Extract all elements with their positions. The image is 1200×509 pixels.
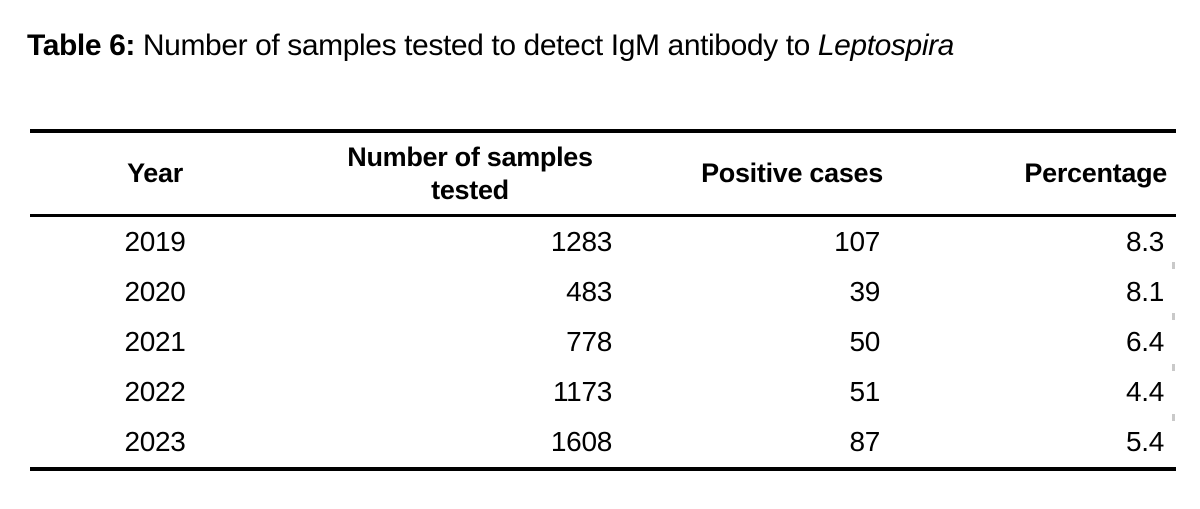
cell-percentage: 8.3: [1125, 226, 1164, 257]
scan-artifact: [1172, 414, 1175, 421]
cell-positive-cases: 39: [849, 276, 880, 307]
table-row: 2022 1173 51 4.4: [30, 367, 1176, 417]
table-row: 2019 1283 107 8.3: [30, 216, 1176, 268]
cell-year: 2021: [124, 326, 186, 357]
cell-year: 2023: [124, 426, 186, 457]
cell-percentage: 5.4: [1125, 426, 1164, 457]
cell-positive-cases: 107: [834, 226, 880, 257]
cell-samples-tested: 483: [566, 276, 612, 307]
table-row: 2021 778 50 6.4: [30, 317, 1176, 367]
cell-percentage: 6.4: [1125, 326, 1164, 357]
cell-samples-tested: 1173: [552, 376, 612, 407]
cell-samples-tested: 1608: [550, 426, 612, 457]
cell-year: 2022: [124, 376, 186, 407]
table-header-row: Year Number of samples tested Positive c…: [30, 131, 1176, 217]
cell-samples-tested: 778: [566, 326, 612, 357]
cell-positive-cases: 51: [849, 376, 880, 407]
column-header-positive-cases: Positive cases: [640, 131, 910, 217]
scan-artifact: [1172, 262, 1175, 269]
cell-percentage: 8.1: [1125, 276, 1164, 307]
cell-year: 2019: [124, 226, 186, 257]
column-header-year: Year: [30, 131, 280, 217]
cell-samples-tested: 1283: [550, 226, 612, 257]
cell-positive-cases: 87: [849, 426, 880, 457]
samples-table: Year Number of samples tested Positive c…: [30, 129, 1176, 471]
table-caption-text: Number of samples tested to detect IgM a…: [134, 29, 818, 62]
scan-artifact: [1172, 364, 1175, 371]
table-row: 2020 483 39 8.1: [30, 267, 1176, 317]
scan-artifact: [1172, 313, 1175, 320]
cell-year: 2020: [124, 276, 186, 307]
cell-percentage: 4.4: [1125, 376, 1164, 407]
column-header-samples-tested: Number of samples tested: [280, 131, 640, 217]
table-caption: Table 6: Number of samples tested to det…: [27, 28, 954, 64]
table-caption-italic: Leptospira: [817, 29, 955, 62]
cell-positive-cases: 50: [849, 326, 880, 357]
column-header-percentage: Percentage: [910, 131, 1176, 217]
table-row: 2023 1608 87 5.4: [30, 417, 1176, 469]
table-caption-label: Table 6:: [27, 29, 135, 62]
